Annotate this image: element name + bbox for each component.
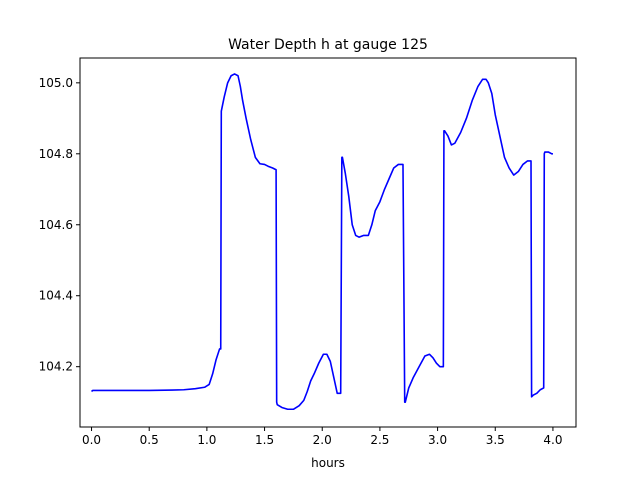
y-tick-label: 104.4 [39,289,73,303]
series-line [90,73,553,411]
y-axis-ticks: 104.2 104.4 104.6 104.8 105.0 [39,76,80,374]
x-tick-label: 1.5 [255,433,274,447]
x-tick-label: 3.0 [428,433,447,447]
y-tick-label: 105.0 [39,76,73,90]
x-tick-label: 0.0 [82,433,101,447]
x-tick-label: 3.5 [486,433,505,447]
x-axis-label: hours [311,456,345,470]
x-tick-label: 1.0 [197,433,216,447]
y-tick-label: 104.2 [39,360,73,374]
chart-title: Water Depth h at gauge 125 [228,37,428,53]
x-tick-label: 2.0 [313,433,332,447]
x-tick-label: 4.0 [543,433,562,447]
x-axis-ticks: 0.0 0.5 1.0 1.5 2.0 2.5 3.0 3.5 4.0 [82,427,562,447]
y-tick-label: 104.8 [39,147,73,161]
plot-area [79,57,577,428]
x-tick-label: 2.5 [370,433,389,447]
axes-frame [79,57,577,428]
x-tick-label: 0.5 [140,433,159,447]
y-tick-label: 104.6 [39,218,73,232]
